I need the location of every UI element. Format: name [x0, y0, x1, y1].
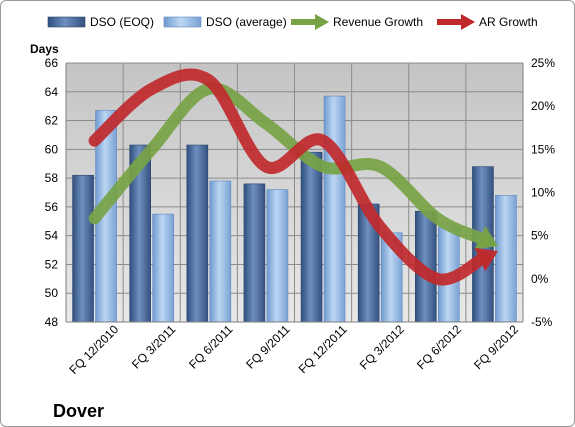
y-right-tick-label: 0%	[531, 272, 549, 286]
legend-arrow-revenue-growth	[315, 14, 329, 30]
y-right-tick-label: 15%	[531, 142, 555, 156]
x-tick-label: FQ 6/2011	[186, 322, 236, 372]
series-line-ar-growth	[88, 68, 490, 286]
arrowhead-ar-growth	[474, 247, 499, 272]
x-tick-label: FQ 9/2012	[471, 322, 521, 372]
y-right-tick-label: 25%	[531, 56, 555, 70]
x-tick-label: FQ 12/2011	[296, 322, 350, 376]
x-tick-label: FQ 3/2012	[357, 322, 407, 372]
bar-dso-eoq	[186, 144, 209, 323]
y-left-tick-label: 54	[45, 229, 59, 243]
y-right-tick-label: 10%	[531, 186, 555, 200]
y-left-tick-label: 66	[45, 56, 59, 70]
y-right-tick-label: -5%	[531, 315, 553, 329]
y-left-tick-label: 52	[45, 257, 59, 271]
y-left-tick-label: 60	[45, 142, 59, 156]
legend-label: AR Growth	[479, 15, 538, 29]
y-axis-label: Days	[30, 42, 59, 56]
x-tick-label: FQ 9/2011	[243, 322, 293, 372]
x-tick-label: FQ 6/2012	[414, 322, 464, 372]
bar-dso-average	[266, 189, 289, 323]
y-right-tick-label: 5%	[531, 229, 549, 243]
bar-dso-average	[323, 95, 346, 323]
bar-dso-average	[209, 180, 232, 323]
y-left-tick-label: 48	[45, 315, 59, 329]
y-left-tick-label: 58	[45, 171, 59, 185]
y-right-tick-label: 20%	[531, 99, 555, 113]
legend-label: Revenue Growth	[333, 15, 423, 29]
x-tick-label: FQ 3/2011	[129, 322, 179, 372]
arrowhead-revenue-growth	[474, 225, 499, 250]
legend-label: DSO (EOQ)	[90, 15, 154, 29]
legend-swatch-dso-average-	[163, 16, 202, 28]
y-left-tick-label: 50	[45, 286, 59, 300]
legend-swatch-dso-eoq-	[47, 16, 86, 28]
series-line-revenue-growth	[88, 82, 490, 246]
bar-dso-average	[152, 213, 174, 323]
legend-label: DSO (average)	[206, 15, 287, 29]
bar-dso-eoq	[72, 174, 94, 323]
y-left-tick-label: 64	[45, 85, 59, 99]
chart-title: Dover	[53, 401, 104, 421]
y-left-tick-label: 62	[45, 114, 59, 128]
bar-dso-eoq	[300, 151, 323, 323]
legend-arrow-ar-growth	[461, 14, 475, 30]
y-left-tick-label: 56	[45, 200, 59, 214]
bar-dso-eoq	[243, 183, 266, 323]
x-tick-label: FQ 12/2010	[67, 322, 122, 377]
bar-dso-average	[495, 195, 517, 323]
